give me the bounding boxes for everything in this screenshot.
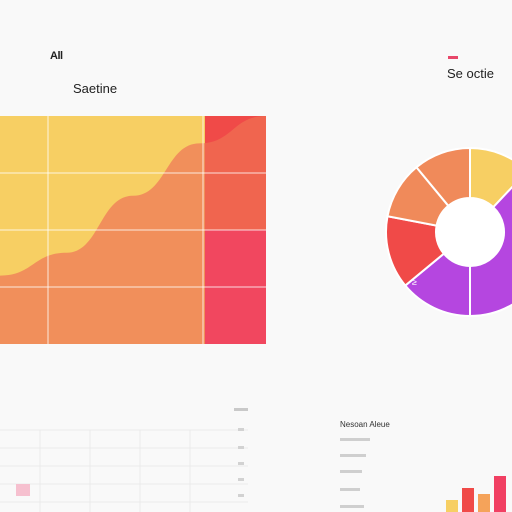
bar (494, 476, 506, 512)
faint-row-text (340, 438, 370, 441)
faint-tick-block (238, 494, 244, 497)
donut-accent-bar (448, 56, 458, 59)
faint-tick-block (238, 462, 244, 465)
bar (462, 488, 474, 512)
faint-tick-block (238, 478, 244, 481)
area-chart-title: Saetine (73, 81, 118, 96)
table-header: Nesoan Aleue (340, 420, 390, 429)
faint-tick-block (238, 446, 244, 449)
top-left-label: All (50, 50, 63, 62)
donut-marker-label: ≥ (412, 277, 417, 287)
donut-chart: ≥ (385, 146, 512, 318)
bottom-right-table (340, 438, 370, 508)
pink-marker (16, 484, 30, 496)
bar (478, 494, 490, 512)
faint-row-text (340, 505, 364, 508)
faint-tick-block (238, 428, 244, 431)
faint-row-text (340, 470, 362, 473)
bottom-left-grid (0, 408, 248, 512)
faint-row-text (340, 454, 366, 457)
faint-row-text (340, 488, 360, 491)
area-chart (0, 116, 266, 344)
donut-hole (436, 198, 504, 266)
donut-chart-title: Se octie (447, 66, 494, 81)
bar-chart (446, 476, 506, 512)
bar (446, 500, 458, 512)
faint-label-block (234, 408, 248, 411)
